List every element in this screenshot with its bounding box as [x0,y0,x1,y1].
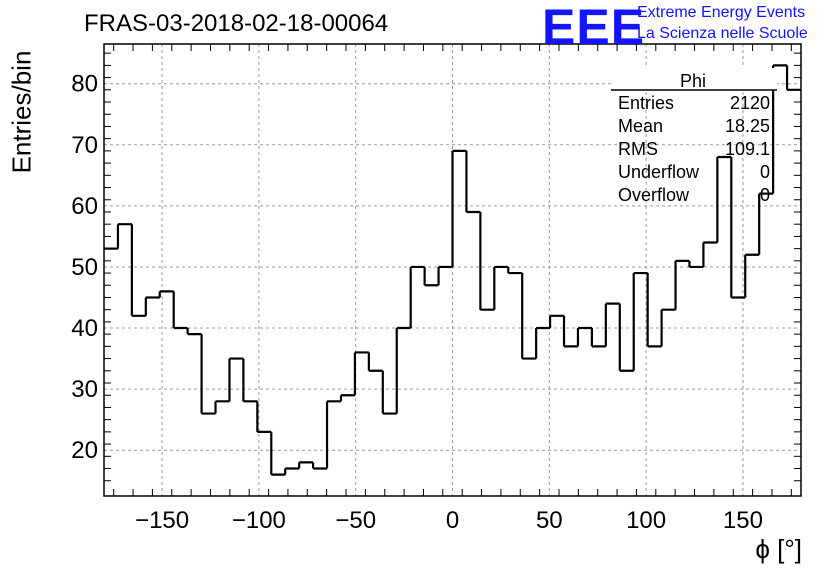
histogram-bin-35 [590,328,606,348]
y-tick-label: 40 [71,315,98,342]
stats-value-mean: 18.25 [724,116,770,136]
histogram-bin-40 [660,308,676,347]
logo-line-1: Extreme Energy Events [637,4,806,21]
stats-label-mean: Mean [618,116,664,136]
histogram-bin-42 [688,260,704,269]
histogram-bin-41 [674,259,690,310]
y-tick-label: 70 [71,132,98,159]
histogram-bin-33 [562,315,578,348]
eee-logo: EEE [542,0,646,55]
histogram-bin-44 [716,155,732,243]
histogram-bin-14 [298,461,314,469]
histogram-bin-27 [479,211,495,311]
stats-value-entries: 2120 [729,93,770,113]
stats-label-entries: Entries [618,93,675,113]
x-tick-label: −100 [232,507,286,534]
histogram-bin-17 [339,394,355,402]
stats-label-rms: RMS [618,139,658,159]
stats-label-overflow: Overflow [618,185,690,205]
x-axis-label: ϕ [°] [755,534,802,564]
stats-box-title: Phi [680,71,707,91]
histogram-bin-12 [270,431,286,476]
histogram-bin-36 [604,302,620,347]
x-tick-label: 150 [723,507,763,534]
histogram-bin-10 [242,358,258,403]
y-axis-label: Entries/bin [6,50,37,174]
histogram-bin-1 [116,223,132,249]
stats-value-overflow: 0 [759,185,770,205]
histogram-bin-31 [535,326,551,359]
y-tick-label: 30 [71,376,98,403]
histogram-bin-16 [325,400,341,469]
histogram-bin-21 [395,326,411,414]
plot-frame [103,43,802,497]
stats-value-underflow: 0 [759,162,770,182]
chart-title: FRAS-03-2018-02-18-00064 [84,10,389,37]
histogram-bin-3 [144,296,160,316]
histogram-bin-43 [702,241,718,267]
histogram-bin-4 [158,290,174,298]
x-tick-label: −50 [335,507,376,534]
histogram-bin-29 [507,266,523,275]
histogram-bin-11 [256,401,272,433]
y-tick-label: 50 [71,254,98,281]
y-tick-label: 80 [71,71,98,98]
stats-value-rms: 109.1 [724,139,770,159]
histogram-bin-26 [465,150,481,214]
histogram-bin-28 [493,265,509,310]
histogram-bin-39 [646,273,662,348]
histogram-bin-13 [284,467,300,475]
histogram-bin-8 [214,400,230,414]
histogram-bin-37 [618,303,634,372]
histogram-bin-32 [548,314,565,329]
histogram-bin-46 [744,253,760,298]
y-tick-label: 60 [71,193,98,220]
y-tick-label: 20 [71,437,98,464]
x-tick-label: 100 [626,507,666,534]
x-tick-label: −150 [135,507,189,534]
histogram-bin-30 [521,273,537,360]
histogram-bin-23 [423,266,439,287]
histogram-bin-2 [130,224,146,317]
histogram-bin-22 [409,265,425,329]
histogram-bin-34 [576,326,592,347]
x-tick-label: 50 [536,507,563,534]
histogram-bin-49 [785,65,801,91]
histogram-bin-24 [437,265,453,286]
histogram-bin-18 [353,351,369,396]
histogram-bin-47 [758,192,774,255]
histogram-bin-9 [228,357,244,402]
histogram-bin-25 [451,149,467,267]
logo-line-2: La Scienza nelle Scuole [637,25,808,42]
x-tick-label: 0 [446,507,459,534]
histogram-bin-7 [200,334,216,415]
histogram-bin-15 [312,462,328,470]
histogram-bin-45 [730,157,746,299]
stats-box-header-bg [611,68,777,90]
histogram-bin-6 [186,328,202,336]
histogram-bin-19 [367,352,383,372]
histogram-bin-20 [381,370,397,415]
stats-label-underflow: Underflow [618,162,700,182]
histogram-bin-38 [632,271,648,371]
histogram-bin-5 [172,291,188,330]
